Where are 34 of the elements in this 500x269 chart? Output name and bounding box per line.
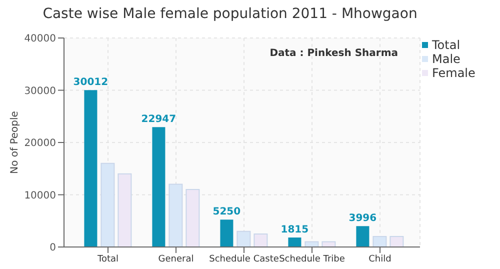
y-tick-label: 10000 [24, 190, 56, 202]
x-tick-label: Schedule Tribe [279, 254, 346, 264]
x-tick-label: Total [96, 254, 119, 264]
bar [288, 238, 302, 247]
bar [100, 162, 115, 247]
bar [152, 127, 166, 247]
annotation: Data : Pinkesh Sharma [270, 48, 398, 59]
y-tick-label: 30000 [24, 86, 56, 97]
x-tick-label: Schedule Caste [209, 254, 280, 264]
bar [236, 230, 251, 247]
bar [118, 173, 132, 247]
data-label: 5250 [212, 206, 241, 218]
legend-label: Total [431, 38, 462, 52]
x-tick-label: Child [368, 254, 392, 264]
bar [390, 236, 404, 247]
bar [220, 220, 234, 247]
data-label: 30012 [73, 77, 108, 88]
data-label: 22947 [141, 114, 176, 126]
legend-label: Female [431, 66, 476, 80]
bar [356, 226, 370, 247]
bar [186, 189, 200, 247]
bar [84, 90, 98, 247]
y-tick-label: 20000 [24, 138, 56, 150]
data-label: 3996 [348, 213, 377, 224]
legend-label: Male [431, 52, 462, 66]
x-tick-label: General [158, 254, 194, 264]
y-axis-title: No of People [10, 111, 21, 174]
y-tick-label: 0 [50, 242, 56, 254]
bar [372, 236, 387, 247]
chart-title: Caste wise Male female population 2011 - Mhowgaon [42, 6, 418, 22]
bar [168, 184, 183, 247]
bar [254, 233, 268, 247]
data-label: 1815 [280, 224, 309, 236]
y-tick-label: 40000 [24, 34, 56, 45]
